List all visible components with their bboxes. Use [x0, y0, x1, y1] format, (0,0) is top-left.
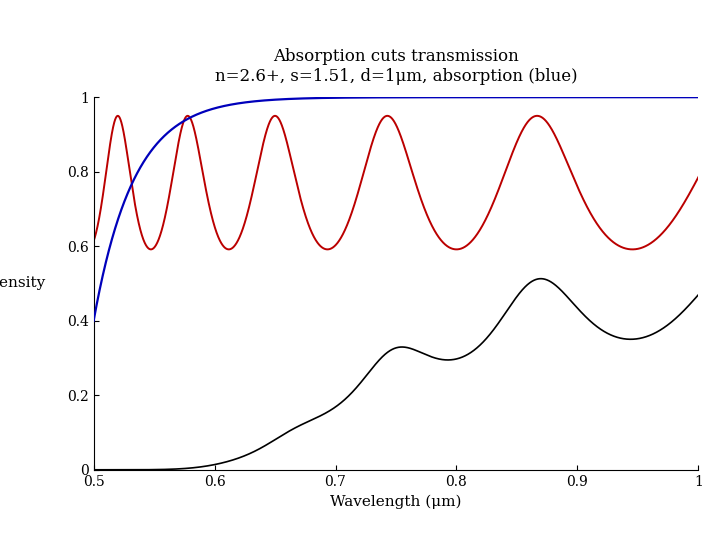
Title: Absorption cuts transmission
n=2.6+, s=1.51, d=1μm, absorption (blue): Absorption cuts transmission n=2.6+, s=1… — [215, 48, 577, 85]
Y-axis label: Intensity: Intensity — [0, 276, 45, 291]
X-axis label: Wavelength (μm): Wavelength (μm) — [330, 494, 462, 509]
